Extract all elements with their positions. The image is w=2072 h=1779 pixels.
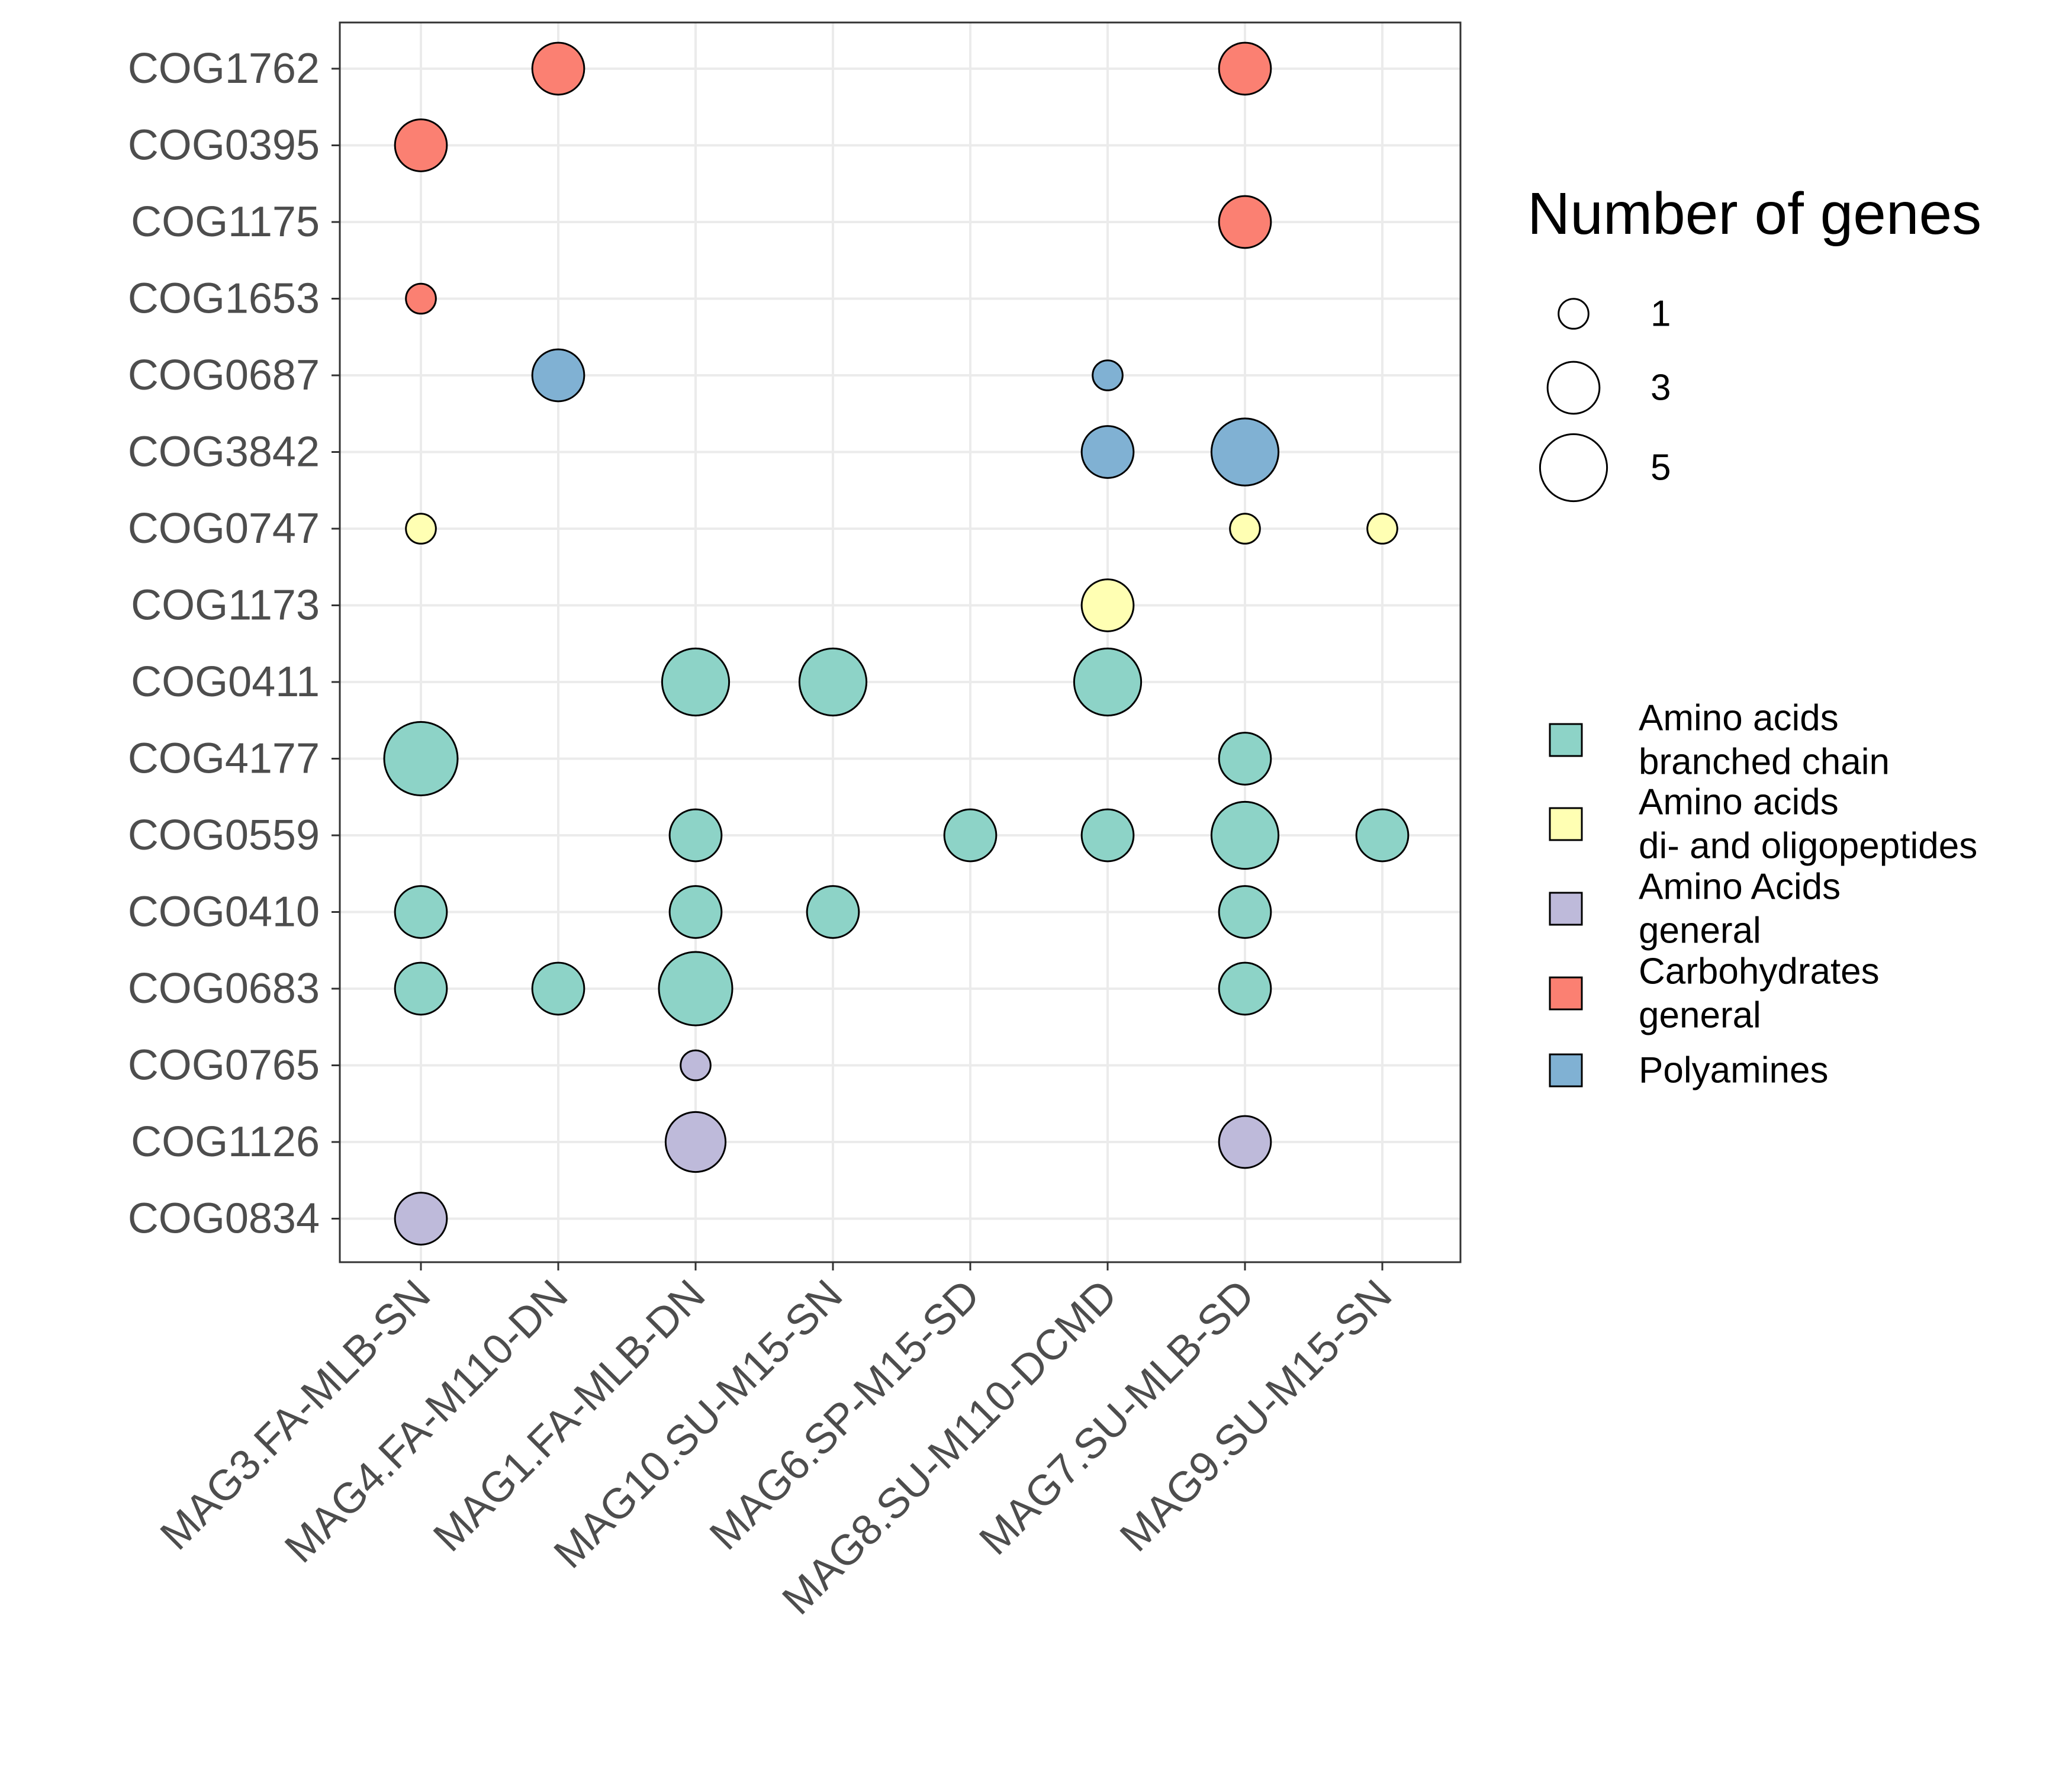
data-point xyxy=(1218,195,1272,249)
color-legend-swatch xyxy=(1549,807,1583,841)
y-tick-label: COG0765 xyxy=(128,1042,320,1089)
data-point xyxy=(394,118,448,172)
data-point xyxy=(1218,885,1272,939)
color-legend-swatch xyxy=(1549,892,1583,926)
color-legend-label: Amino Acids xyxy=(1639,867,1841,908)
data-point xyxy=(383,721,459,796)
y-tick-label: COG0683 xyxy=(128,965,320,1012)
y-tick-label: COG0687 xyxy=(128,352,320,399)
y-tick-label: COG0411 xyxy=(131,658,320,706)
panel-border xyxy=(339,21,1462,1263)
data-point xyxy=(405,282,437,315)
y-tick-label: COG1762 xyxy=(128,45,320,92)
data-point xyxy=(661,647,731,717)
data-point xyxy=(680,1049,712,1082)
data-point xyxy=(1355,808,1410,863)
y-tick-label: COG1126 xyxy=(131,1118,320,1166)
data-point xyxy=(798,647,868,717)
y-tick-label: COG4177 xyxy=(128,735,320,783)
data-point xyxy=(531,961,585,1016)
data-point xyxy=(1218,1115,1272,1169)
color-legend-label: Carbohydrates xyxy=(1639,951,1880,992)
data-point xyxy=(1080,808,1135,863)
y-tick-label: COG3842 xyxy=(128,429,320,476)
data-points xyxy=(383,41,1410,1246)
y-tick-label: COG0395 xyxy=(128,122,320,169)
y-tick-label: COG0410 xyxy=(128,889,320,936)
data-point xyxy=(1092,359,1124,391)
color-legend-label: Amino acids xyxy=(1639,698,1839,739)
data-point xyxy=(658,951,733,1027)
color-legend-swatch xyxy=(1549,976,1583,1011)
data-point xyxy=(531,41,585,96)
color-legend-label: general xyxy=(1639,995,1761,1036)
data-point xyxy=(1218,961,1272,1016)
data-point xyxy=(1366,513,1398,545)
y-tick-label: COG1175 xyxy=(131,198,320,246)
size-legend-label: 3 xyxy=(1650,368,1671,408)
data-point xyxy=(394,961,448,1016)
data-point xyxy=(664,1111,727,1173)
data-point xyxy=(668,885,723,939)
y-tick-label: COG0834 xyxy=(128,1195,320,1243)
size-legend-title: Number of genes xyxy=(1527,181,1981,247)
data-point xyxy=(943,808,998,863)
data-point xyxy=(668,808,723,863)
size-legend-label: 5 xyxy=(1650,448,1671,488)
color-legend-label: branched chain xyxy=(1639,742,1890,783)
legend: Number of genes 1 3 5 Amino acidsbranched … xyxy=(1527,181,1981,1091)
color-legend-swatch xyxy=(1549,723,1583,757)
y-tick-label: COG1173 xyxy=(131,582,320,629)
data-point xyxy=(405,513,437,545)
data-point xyxy=(1073,647,1143,717)
data-point xyxy=(394,1192,448,1246)
color-legend-label: Amino acids xyxy=(1639,782,1839,823)
data-point xyxy=(531,348,585,403)
data-point xyxy=(1080,578,1135,632)
data-point xyxy=(1218,41,1272,96)
gridlines xyxy=(340,22,1460,1262)
data-point xyxy=(806,885,860,939)
data-point xyxy=(1210,800,1280,870)
color-legend-label: general xyxy=(1639,911,1761,951)
color-legend-label: Polyamines xyxy=(1639,1050,1828,1091)
y-tick-label: COG0747 xyxy=(128,505,320,552)
y-tick-label: COG0559 xyxy=(128,812,320,859)
y-axis: COG1762 COG0395 COG1175 COG1653 COG0687 COG38… xyxy=(128,45,340,1243)
size-legend-circle xyxy=(1558,298,1590,330)
data-point xyxy=(1218,732,1272,786)
color-legend-swatch xyxy=(1549,1053,1583,1088)
size-legend-circle xyxy=(1539,433,1608,503)
data-point xyxy=(1210,417,1280,487)
data-point xyxy=(1229,513,1261,545)
size-legend: 1 3 5 xyxy=(1539,294,1671,503)
color-legend-label: di- and oligopeptides xyxy=(1639,826,1977,867)
y-tick-label: COG1653 xyxy=(128,275,320,323)
data-point xyxy=(394,885,448,939)
data-point xyxy=(1080,425,1135,479)
size-legend-circle xyxy=(1546,361,1601,415)
size-legend-label: 1 xyxy=(1650,294,1671,334)
